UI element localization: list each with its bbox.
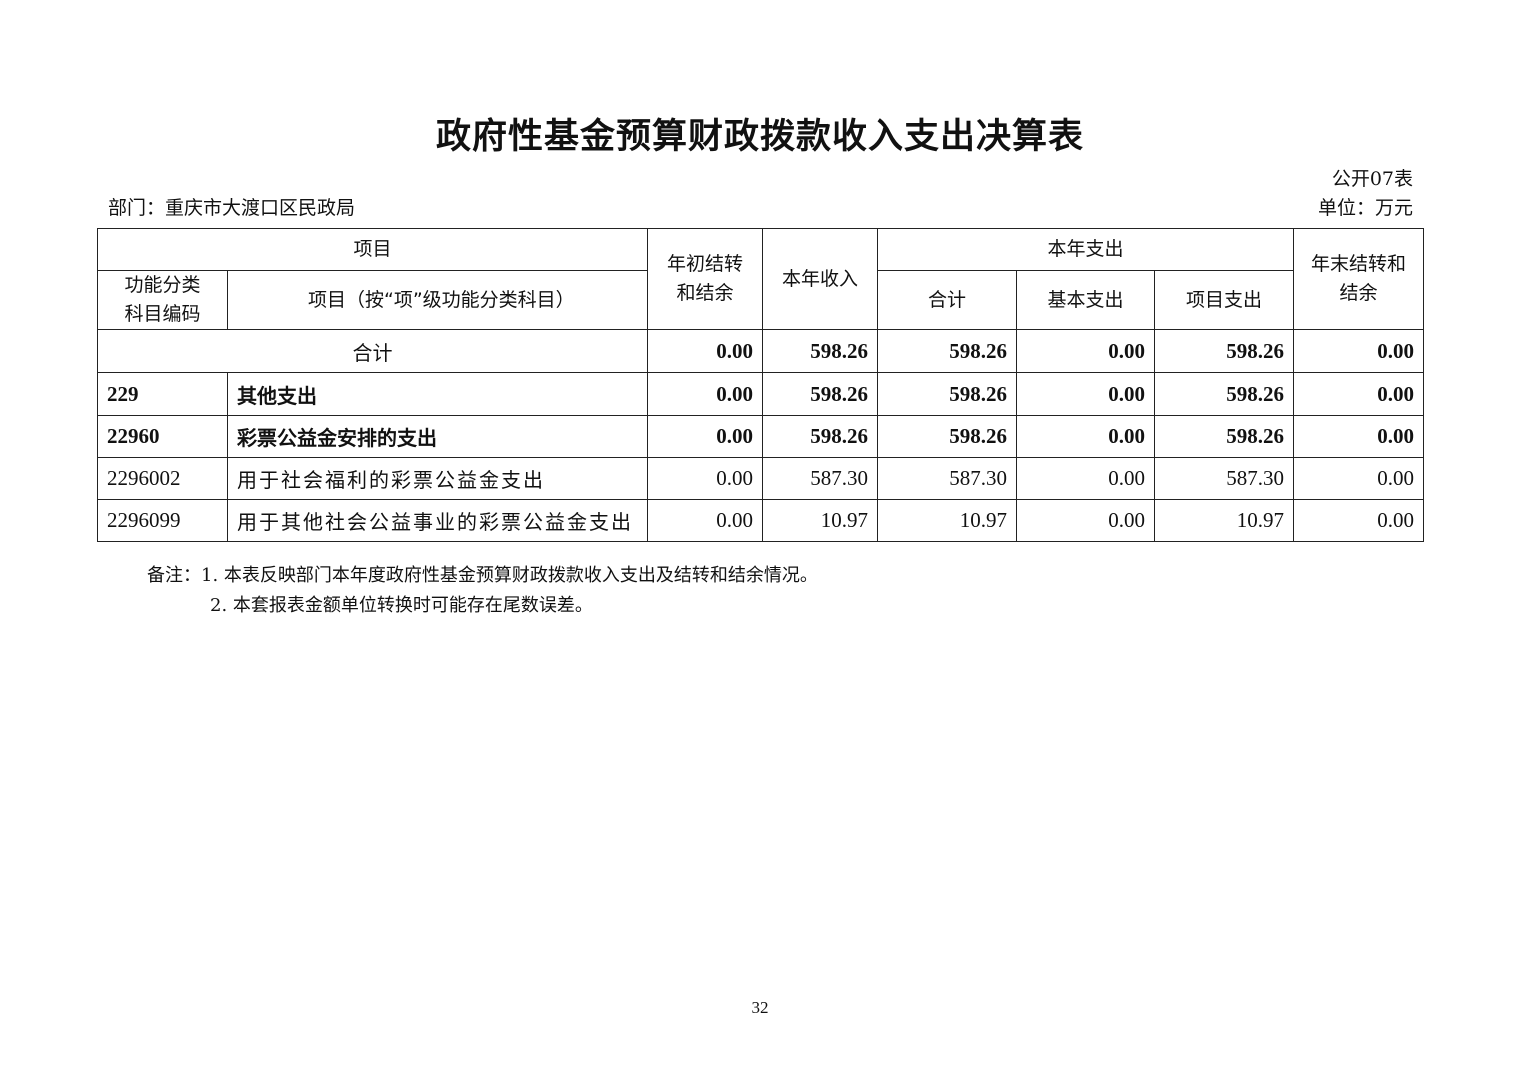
cell: 0.00: [1293, 499, 1424, 542]
cell: 0.00: [647, 415, 763, 458]
cell: 0.00: [1016, 457, 1155, 500]
page-number: 32: [751, 998, 769, 1017]
cell: 598.26: [1154, 415, 1294, 458]
table-row: 229 其他支出 0.00 598.26 598.26 0.00 598.26 …: [97, 372, 1424, 416]
header-total: 合计: [877, 270, 1017, 330]
table-row: 2296002 用于社会福利的彩票公益金支出 0.00 587.30 587.3…: [97, 457, 1424, 500]
cell: 0.00: [1016, 499, 1155, 542]
total-row: 合计 0.00 598.26 598.26 0.00 598.26 0.00: [97, 329, 1424, 373]
cell: 598.26: [877, 329, 1017, 373]
cell: 598.26: [877, 415, 1017, 458]
cell: 0.00: [1293, 329, 1424, 373]
table-row: 2296099 用于其他社会公益事业的彩票公益金支出 0.00 10.97 10…: [97, 499, 1424, 542]
cell: 598.26: [762, 372, 878, 416]
cell: 0.00: [1016, 372, 1155, 416]
cell: 0.00: [1016, 415, 1155, 458]
name-cell: 用于社会福利的彩票公益金支出: [227, 457, 648, 500]
code-cell: 2296099: [97, 499, 228, 542]
notes: 备注：1. 本表反映部门本年度政府性基金预算财政拨款收入支出及结转和结余情况。 …: [147, 561, 818, 621]
cell: 0.00: [1293, 415, 1424, 458]
department: 部门：重庆市大渡口区民政局: [108, 197, 356, 219]
budget-table: 项目 年初结转和结余 本年收入 本年支出 年末结转和结余 功能分类科目编码 项目…: [97, 228, 1424, 542]
header-basic: 基本支出: [1016, 270, 1155, 330]
code-cell: 22960: [97, 415, 228, 458]
header-code: 功能分类科目编码: [97, 270, 228, 330]
code-cell: 2296002: [97, 457, 228, 500]
name-cell: 彩票公益金安排的支出: [227, 415, 648, 458]
cell: 0.00: [647, 457, 763, 500]
header-project: 项目支出: [1154, 270, 1294, 330]
header-closing: 年末结转和结余: [1293, 228, 1424, 330]
cell: 587.30: [1154, 457, 1294, 500]
header-expense: 本年支出: [877, 228, 1294, 271]
cell: 0.00: [1293, 457, 1424, 500]
name-cell: 其他支出: [227, 372, 648, 416]
cell: 0.00: [1293, 372, 1424, 416]
header-item-sub: 项目（按“项”级功能分类科目）: [227, 270, 648, 330]
cell: 598.26: [877, 372, 1017, 416]
table-code: 公开07表: [1331, 168, 1413, 190]
total-label: 合计: [97, 329, 648, 373]
name-cell: 用于其他社会公益事业的彩票公益金支出: [227, 499, 648, 542]
cell: 598.26: [1154, 372, 1294, 416]
cell: 0.00: [647, 499, 763, 542]
cell: 587.30: [877, 457, 1017, 500]
cell: 598.26: [762, 415, 878, 458]
cell: 598.26: [1154, 329, 1294, 373]
cell: 0.00: [647, 329, 763, 373]
header-income: 本年收入: [762, 228, 878, 330]
cell: 10.97: [762, 499, 878, 542]
unit: 单位：万元: [1317, 197, 1413, 219]
cell: 0.00: [1016, 329, 1155, 373]
code-cell: 229: [97, 372, 228, 416]
cell: 587.30: [762, 457, 878, 500]
cell: 598.26: [762, 329, 878, 373]
cell: 0.00: [647, 372, 763, 416]
table-row: 22960 彩票公益金安排的支出 0.00 598.26 598.26 0.00…: [97, 415, 1424, 458]
header-opening: 年初结转和结余: [647, 228, 763, 330]
page-title: 政府性基金预算财政拨款收入支出决算表: [435, 117, 1084, 157]
cell: 10.97: [1154, 499, 1294, 542]
cell: 10.97: [877, 499, 1017, 542]
note-2: 2. 本套报表金额单位转换时可能存在尾数误差。: [210, 595, 593, 616]
header-item: 项目: [97, 228, 648, 271]
note-1: 备注：1. 本表反映部门本年度政府性基金预算财政拨款收入支出及结转和结余情况。: [147, 565, 818, 586]
